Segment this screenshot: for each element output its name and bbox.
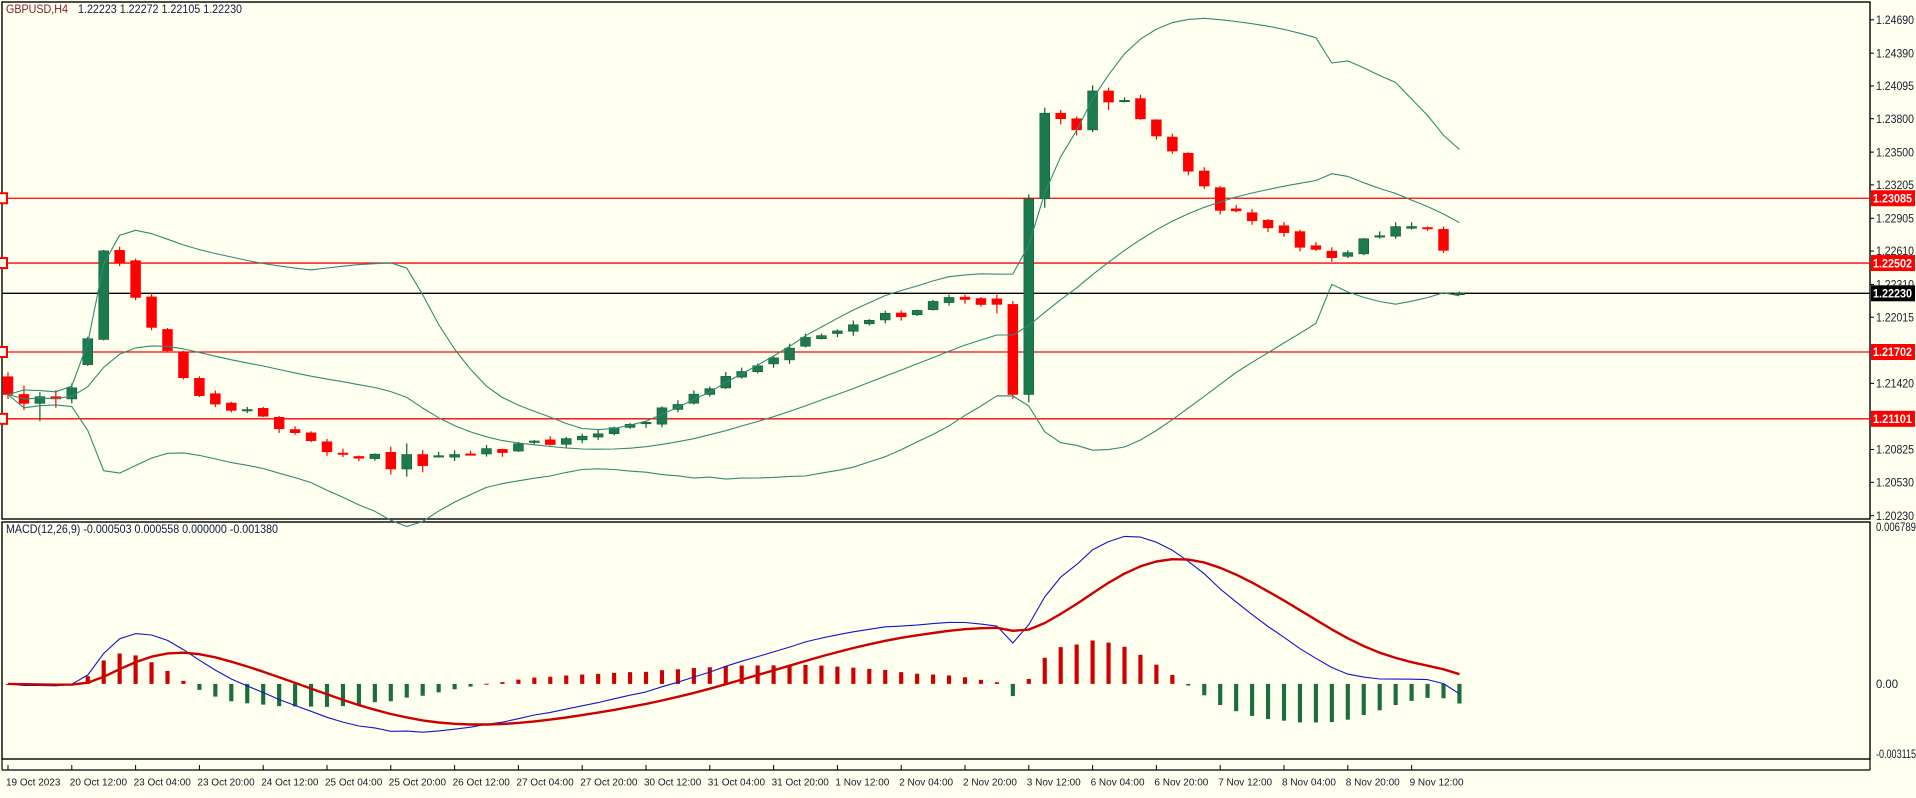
svg-text:MACD(12,26,9) -0.000503 0.0005: MACD(12,26,9) -0.000503 0.000558 0.00000…	[6, 522, 278, 536]
svg-text:1.22223 1.22272 1.22105 1.2223: 1.22223 1.22272 1.22105 1.22230	[78, 2, 242, 16]
svg-text:25 Oct 04:00: 25 Oct 04:00	[325, 778, 383, 789]
svg-text:6 Nov 20:00: 6 Nov 20:00	[1154, 778, 1208, 789]
svg-text:9 Nov 12:00: 9 Nov 12:00	[1410, 778, 1464, 789]
svg-text:27 Oct 04:00: 27 Oct 04:00	[516, 778, 574, 789]
svg-text:1.21101: 1.21101	[1873, 412, 1912, 426]
svg-text:1.24390: 1.24390	[1876, 46, 1914, 60]
svg-text:1.24095: 1.24095	[1876, 79, 1914, 93]
svg-text:26 Oct 12:00: 26 Oct 12:00	[453, 778, 511, 789]
svg-text:1.22502: 1.22502	[1873, 256, 1912, 270]
svg-text:31 Oct 20:00: 31 Oct 20:00	[772, 778, 830, 789]
svg-text:3 Nov 12:00: 3 Nov 12:00	[1027, 778, 1081, 789]
svg-text:1.21702: 1.21702	[1873, 345, 1912, 359]
svg-text:1.23800: 1.23800	[1876, 112, 1914, 126]
svg-text:20 Oct 12:00: 20 Oct 12:00	[70, 778, 128, 789]
svg-text:23 Oct 20:00: 23 Oct 20:00	[197, 778, 255, 789]
svg-text:1.23205: 1.23205	[1876, 178, 1914, 192]
svg-text:1.22015: 1.22015	[1876, 310, 1914, 324]
svg-text:1.22230: 1.22230	[1873, 286, 1912, 300]
svg-text:2 Nov 04:00: 2 Nov 04:00	[899, 778, 953, 789]
svg-text:0.00: 0.00	[1876, 677, 1898, 691]
svg-text:2 Nov 20:00: 2 Nov 20:00	[963, 778, 1017, 789]
svg-text:8 Nov 20:00: 8 Nov 20:00	[1346, 778, 1400, 789]
svg-text:1.23500: 1.23500	[1876, 145, 1914, 159]
svg-text:1.20825: 1.20825	[1876, 443, 1914, 457]
svg-text:30 Oct 12:00: 30 Oct 12:00	[644, 778, 702, 789]
svg-text:1.22905: 1.22905	[1876, 211, 1914, 225]
svg-text:1.20530: 1.20530	[1876, 476, 1914, 490]
svg-text:8 Nov 04:00: 8 Nov 04:00	[1282, 778, 1336, 789]
svg-text:25 Oct 20:00: 25 Oct 20:00	[389, 778, 447, 789]
svg-text:1.23085: 1.23085	[1873, 191, 1912, 205]
svg-text:6 Nov 04:00: 6 Nov 04:00	[1091, 778, 1145, 789]
svg-text:24 Oct 12:00: 24 Oct 12:00	[261, 778, 319, 789]
svg-text:1 Nov 12:00: 1 Nov 12:00	[835, 778, 889, 789]
svg-text:0.006789: 0.006789	[1876, 520, 1916, 534]
svg-text:23 Oct 04:00: 23 Oct 04:00	[134, 778, 192, 789]
svg-text:-0.003115: -0.003115	[1876, 747, 1916, 761]
svg-text:1.24690: 1.24690	[1876, 13, 1914, 27]
svg-text:7 Nov 12:00: 7 Nov 12:00	[1218, 778, 1272, 789]
svg-text:31 Oct 04:00: 31 Oct 04:00	[708, 778, 766, 789]
svg-text:1.21420: 1.21420	[1876, 377, 1914, 391]
svg-text:27 Oct 20:00: 27 Oct 20:00	[580, 778, 638, 789]
svg-text:GBPUSD,H4: GBPUSD,H4	[6, 2, 68, 16]
svg-text:19 Oct 2023: 19 Oct 2023	[6, 778, 61, 789]
